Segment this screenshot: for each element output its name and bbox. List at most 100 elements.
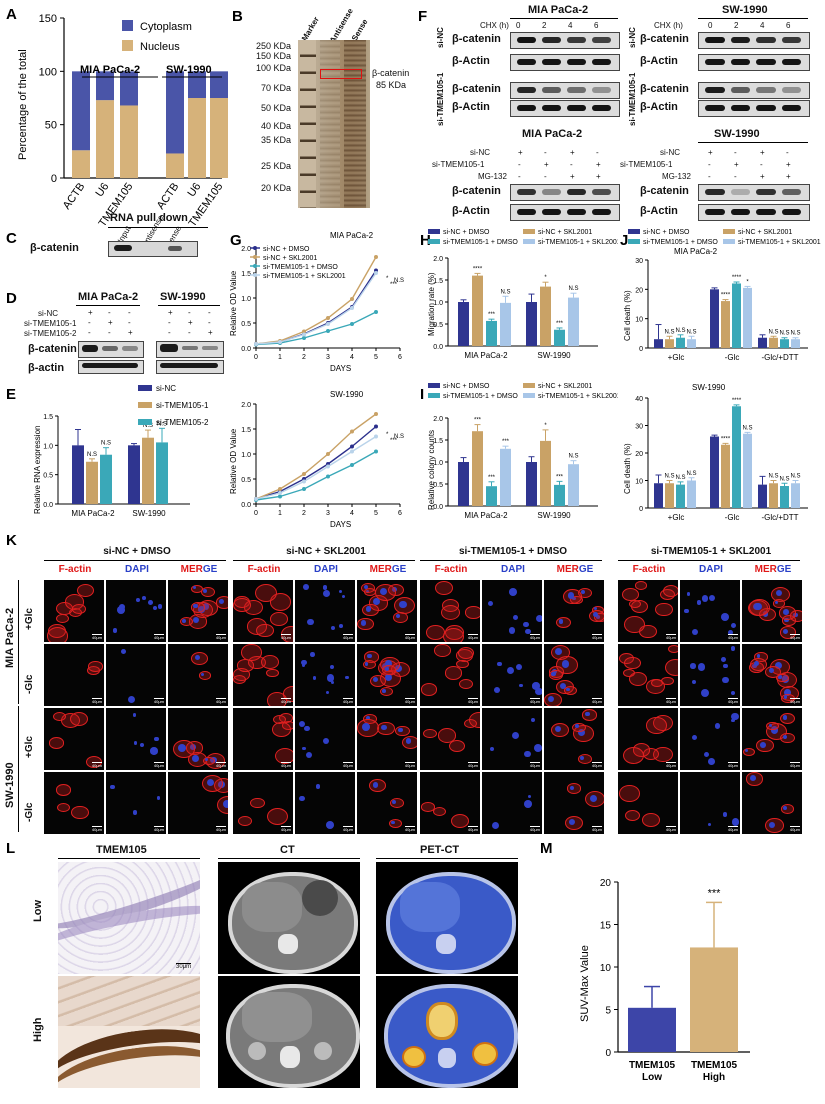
k-micrograph: 40μm bbox=[544, 772, 604, 834]
d-sign: - bbox=[188, 328, 191, 337]
g-point bbox=[302, 329, 306, 334]
d-band-4 bbox=[82, 363, 138, 368]
panel-k: si-NC + DMSO F-actin DAPI MERGE si-NC + SKL2… bbox=[0, 540, 825, 840]
d-blot-bact-label: β-actin bbox=[28, 362, 65, 374]
k-nucleus bbox=[307, 618, 314, 626]
k-actin-cell bbox=[255, 623, 274, 638]
k-micrograph: 40μm bbox=[295, 644, 355, 706]
k-nucleus bbox=[360, 620, 367, 626]
panel-label-a: A bbox=[6, 6, 17, 23]
k-micrograph: 40μm bbox=[357, 644, 417, 706]
f-sit-mia-side: si-TMEM105-1 bbox=[436, 72, 445, 126]
g-ytick-label: 0.0 bbox=[241, 346, 251, 353]
m-ytick-label: 0 bbox=[605, 1048, 611, 1059]
g-point bbox=[350, 322, 354, 326]
ytick-label: 0.0 bbox=[433, 504, 443, 511]
k-nucleus bbox=[315, 784, 321, 789]
f-band bbox=[592, 87, 611, 93]
k-actin-cell bbox=[88, 661, 103, 672]
d-sign: - bbox=[168, 318, 171, 327]
k-nucleus bbox=[519, 683, 523, 688]
k-scale-bar: 40μm bbox=[665, 762, 676, 768]
k-nucleus bbox=[524, 800, 532, 809]
k-actin-cell bbox=[667, 644, 678, 653]
bar bbox=[568, 464, 579, 506]
ytick-label: 0.5 bbox=[43, 473, 53, 480]
f-blot-label: β-Actin bbox=[640, 101, 678, 113]
group-label: MIA PaCa-2 bbox=[71, 509, 115, 518]
k-nucleus bbox=[150, 747, 158, 755]
k-nucleus bbox=[110, 784, 115, 790]
k-scale-bar: 40μm bbox=[342, 634, 353, 640]
k-nucleus bbox=[548, 695, 555, 703]
ytick-label: 2.0 bbox=[433, 256, 443, 263]
k-nucleus bbox=[302, 746, 307, 751]
k-nucleus bbox=[119, 603, 126, 610]
group-label: +Glc bbox=[668, 513, 685, 522]
k-scale-bar: 40μm bbox=[91, 698, 102, 704]
k-scale-bar: 40μm bbox=[215, 762, 226, 768]
k-nucleus bbox=[782, 609, 789, 615]
k-actin-cell bbox=[655, 602, 673, 617]
k-actin-cell bbox=[272, 721, 291, 737]
k-actin-cell bbox=[272, 714, 287, 724]
k-actin-cell bbox=[362, 660, 376, 670]
k-nucleus bbox=[566, 687, 570, 692]
f-blot bbox=[698, 54, 810, 71]
panel-label-m: M bbox=[540, 840, 553, 857]
k-nucleus bbox=[192, 617, 199, 624]
k-nucleus bbox=[380, 724, 387, 731]
k-actin-cell bbox=[261, 654, 280, 669]
k-bracket-mia bbox=[18, 580, 19, 704]
f-band bbox=[542, 87, 561, 93]
ytick-label: 0.0 bbox=[43, 502, 53, 509]
k-actin-cell bbox=[233, 597, 252, 612]
a-category-label: U6 bbox=[94, 181, 112, 199]
k-scale-bar: 40μm bbox=[727, 634, 738, 640]
k-nucleus bbox=[523, 621, 529, 628]
k-actin-cell bbox=[238, 815, 253, 826]
f-mg-sign: + bbox=[786, 172, 791, 181]
k-nucleus bbox=[703, 751, 709, 757]
marker-label: 70 KDa bbox=[260, 83, 291, 93]
g-legend-marker bbox=[253, 273, 257, 277]
k-nucleus bbox=[783, 628, 789, 635]
f-band bbox=[705, 105, 725, 111]
k-nucleus bbox=[494, 686, 501, 693]
sig-label: * bbox=[746, 279, 749, 285]
k-nucleus bbox=[784, 617, 789, 622]
d-row-si1: si-TMEM105-1 bbox=[24, 319, 77, 328]
k-nucleus bbox=[117, 606, 125, 614]
k-nucleus bbox=[379, 587, 388, 595]
legend-swatch bbox=[628, 239, 640, 244]
k-scale-bar: 40μm bbox=[404, 634, 415, 640]
k-nucleus bbox=[193, 604, 198, 609]
panel-i-chart: Relative colony counts si-NC + DMSO si-NC… bbox=[427, 383, 618, 520]
panel-label-e: E bbox=[6, 386, 17, 403]
k-nucleus bbox=[121, 648, 127, 654]
k-actin-cell bbox=[255, 584, 277, 603]
k-micrograph: 40μm bbox=[44, 708, 104, 770]
k-nucleus bbox=[580, 756, 585, 761]
k-nucleus bbox=[577, 728, 586, 736]
k-nucleus bbox=[775, 589, 783, 597]
g-xtick-label: 4 bbox=[350, 510, 354, 517]
legend-swatch-cytoplasm bbox=[122, 20, 133, 31]
legend-swatch bbox=[428, 393, 440, 398]
f-mg-band bbox=[542, 209, 561, 215]
k-nucleus bbox=[182, 618, 186, 623]
f-mg-band bbox=[781, 209, 801, 215]
g-legend-label: si-TMEM105-1 + SKL2001 bbox=[263, 273, 346, 280]
g-point bbox=[254, 497, 258, 501]
g-xtick-label: 3 bbox=[326, 354, 330, 361]
f-mg-sign: + bbox=[544, 160, 549, 169]
f-time-label: 0 bbox=[708, 21, 713, 30]
k-actin-cell bbox=[444, 666, 463, 680]
group-label: -Glc bbox=[725, 353, 740, 362]
k-micrograph: 40μm bbox=[544, 580, 604, 642]
sig-label: N.S bbox=[686, 329, 696, 335]
f-time-label: 4 bbox=[568, 21, 573, 30]
bar bbox=[758, 484, 767, 508]
k-nucleus bbox=[730, 646, 736, 651]
